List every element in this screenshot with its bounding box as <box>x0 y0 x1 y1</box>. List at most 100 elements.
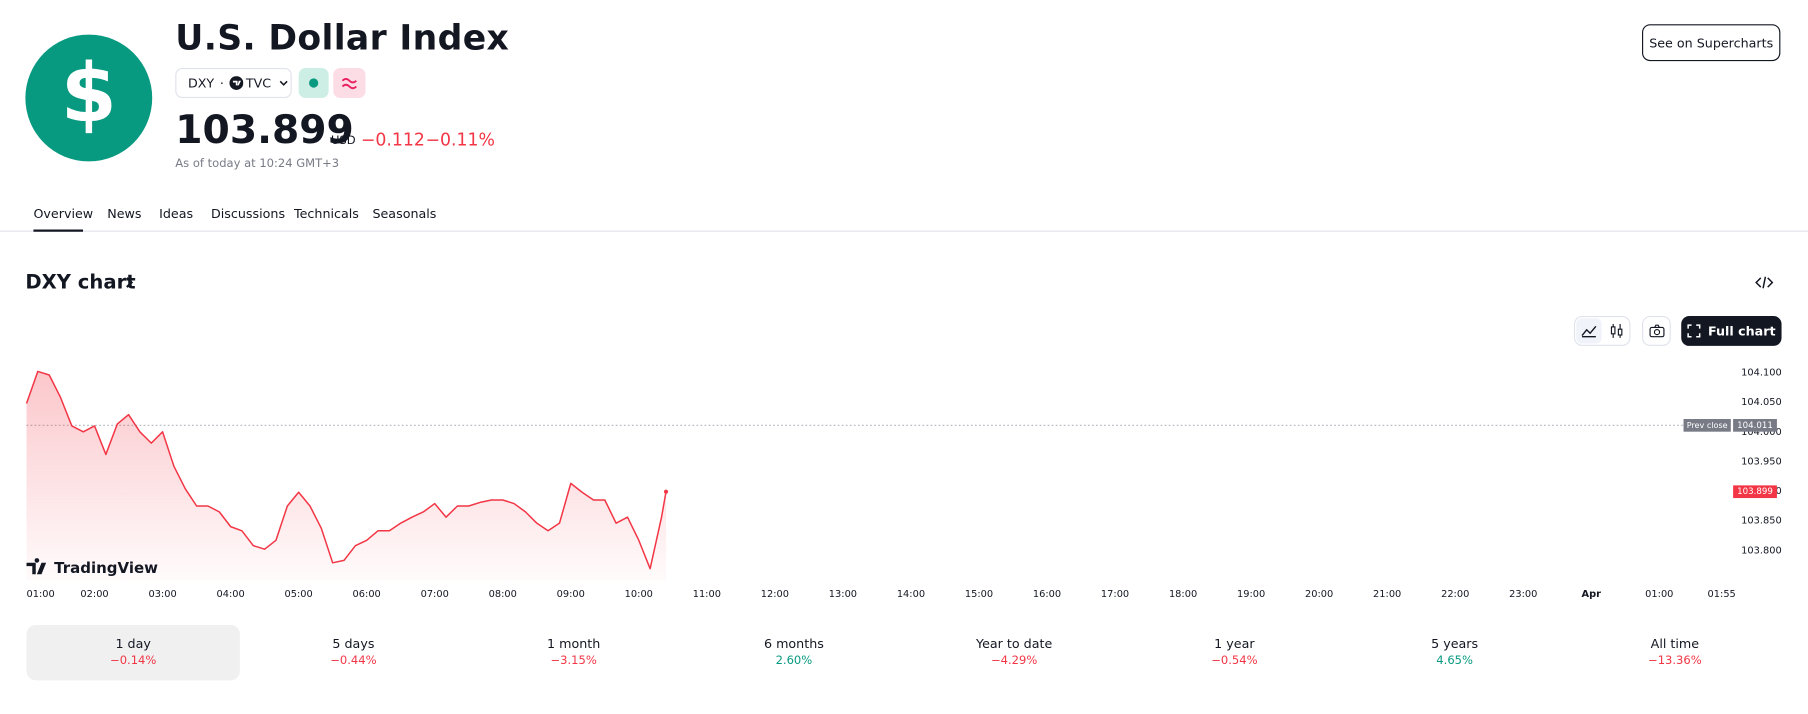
x-tick-label: 11:00 <box>693 589 721 600</box>
delayed-icon <box>341 78 357 90</box>
x-tick-label: 04:00 <box>217 589 245 600</box>
last-price-tag: 103.899 <box>1737 487 1773 497</box>
x-tick-label: 14:00 <box>897 589 925 600</box>
area <box>26 371 667 581</box>
area-icon <box>1581 325 1597 338</box>
y-tick-label: 103.850 <box>1741 516 1782 527</box>
exchange-icon <box>229 76 244 90</box>
chart-style-group <box>1573 315 1631 346</box>
change: −0.112 <box>360 129 425 150</box>
period-card[interactable]: 5 days −0.44% <box>247 625 460 680</box>
market-status-chip[interactable] <box>298 68 329 99</box>
x-tick-label: 01:00 <box>27 589 55 600</box>
x-tick-label: 03:00 <box>148 589 176 600</box>
period-card[interactable]: Year to date −4.29% <box>907 625 1120 680</box>
tab[interactable]: Technicals <box>294 206 359 222</box>
tab[interactable]: Seasonals <box>372 206 437 222</box>
logo-text: $ <box>61 47 117 141</box>
embed-icon[interactable] <box>1755 274 1774 290</box>
prev-close-value-bg <box>1733 419 1777 432</box>
period-label: 1 day <box>115 636 151 652</box>
full-chart-button[interactable]: Full chart <box>1681 315 1782 346</box>
period-label: 1 month <box>547 636 601 652</box>
x-tick-label: 07:00 <box>421 589 449 600</box>
x-tick-label: 01:55 <box>1708 589 1736 600</box>
last-point <box>663 489 669 494</box>
exchange: TVC <box>245 75 272 91</box>
period-label: 1 year <box>1214 636 1255 652</box>
period-change: 2.60% <box>775 654 813 668</box>
period-change: −0.14% <box>110 654 157 668</box>
watermark: TradingView <box>54 559 158 577</box>
price-line <box>25 370 667 570</box>
period-change: −0.44% <box>330 654 377 668</box>
period-label: Year to date <box>976 636 1053 652</box>
plot-area: 103.800103.850103.900103.950104.000104.0… <box>25 368 1782 600</box>
x-tick-label: 18:00 <box>1169 589 1197 600</box>
x-tick-label: 10:00 <box>625 589 653 600</box>
tab[interactable]: Overview <box>33 206 94 222</box>
x-tick-label: 05:00 <box>285 589 313 600</box>
prev-close-value: 104.011 <box>1737 421 1773 431</box>
x-tick-label: 06:00 <box>353 589 381 600</box>
area-style-button[interactable] <box>1576 318 1602 344</box>
change-percent: −0.11% <box>425 129 495 150</box>
y-tick-label: 104.100 <box>1741 368 1782 379</box>
period-card[interactable]: 1 month −3.15% <box>467 625 680 680</box>
candle-style-button[interactable] <box>1604 318 1629 343</box>
x-tick-label: 15:00 <box>965 589 993 600</box>
period-change: −4.29% <box>990 654 1038 668</box>
period-label: 6 months <box>763 636 824 652</box>
timestamp: As of today at 10:24 GMT+3 <box>175 157 340 171</box>
snapshot-button[interactable] <box>1642 315 1671 346</box>
y-tick-label: 103.950 <box>1741 456 1782 467</box>
chart-section-title: DXY chart <box>25 270 136 295</box>
period-card[interactable]: 1 day −0.14% <box>26 624 240 681</box>
period-card[interactable]: 5 years 4.65% <box>1348 625 1561 680</box>
x-tick-label: 20:00 <box>1305 589 1333 600</box>
full-chart-label: Full chart <box>1707 323 1776 339</box>
x-tick-label: 12:00 <box>761 589 789 600</box>
fullscreen-icon <box>1687 324 1701 338</box>
x-tick-label: 02:00 <box>80 589 108 600</box>
period-card[interactable]: All time −13.36% <box>1568 625 1781 680</box>
watermark-logo <box>26 558 47 575</box>
tab[interactable]: News <box>107 206 142 222</box>
symbol-chip[interactable]: DXY · TVC <box>175 68 292 99</box>
y-tick-label: 103.800 <box>1741 545 1782 556</box>
period-change: −13.36% <box>1648 654 1702 668</box>
dot-separator: · <box>219 75 224 91</box>
camera-icon <box>1648 324 1664 338</box>
period-card[interactable]: 1 year −0.54% <box>1128 625 1341 680</box>
x-tick-label: 09:00 <box>557 589 585 600</box>
x-tick-label: 13:00 <box>829 589 857 600</box>
x-tick-label: 19:00 <box>1237 589 1265 600</box>
x-tick-label: 17:00 <box>1101 589 1129 600</box>
tab[interactable]: Ideas <box>159 206 194 222</box>
chevron-icon <box>126 277 134 288</box>
candle-icon <box>1610 324 1623 338</box>
price: 103.899 <box>175 107 354 154</box>
currency: USD <box>330 134 356 148</box>
x-tick-label: 08:00 <box>489 589 517 600</box>
x-tick-label: 01:00 <box>1645 589 1673 600</box>
supercharts-button[interactable]: See on Supercharts <box>1642 24 1781 62</box>
period-change: −0.54% <box>1211 654 1258 668</box>
y-tick-label: 104.050 <box>1741 397 1782 408</box>
period-label: 5 years <box>1431 636 1479 652</box>
x-tick-label: 21:00 <box>1373 589 1401 600</box>
period-label: All time <box>1650 636 1700 652</box>
y-tick-label: 104.000 <box>1741 427 1782 438</box>
dropdown-icon <box>279 80 288 86</box>
prev-close-tag-bg <box>1683 419 1731 432</box>
prev-close-tag: Prev close <box>1687 421 1728 430</box>
period-card[interactable]: 6 months 2.60% <box>687 625 900 680</box>
tab[interactable]: Discussions <box>211 206 286 222</box>
delayed-chip[interactable] <box>333 68 366 99</box>
symbol: DXY <box>187 75 215 91</box>
x-tick-label: 22:00 <box>1441 589 1469 600</box>
status-dot <box>309 78 319 88</box>
last-price-tag-bg <box>1733 485 1777 499</box>
title: U.S. Dollar Index <box>175 18 510 59</box>
